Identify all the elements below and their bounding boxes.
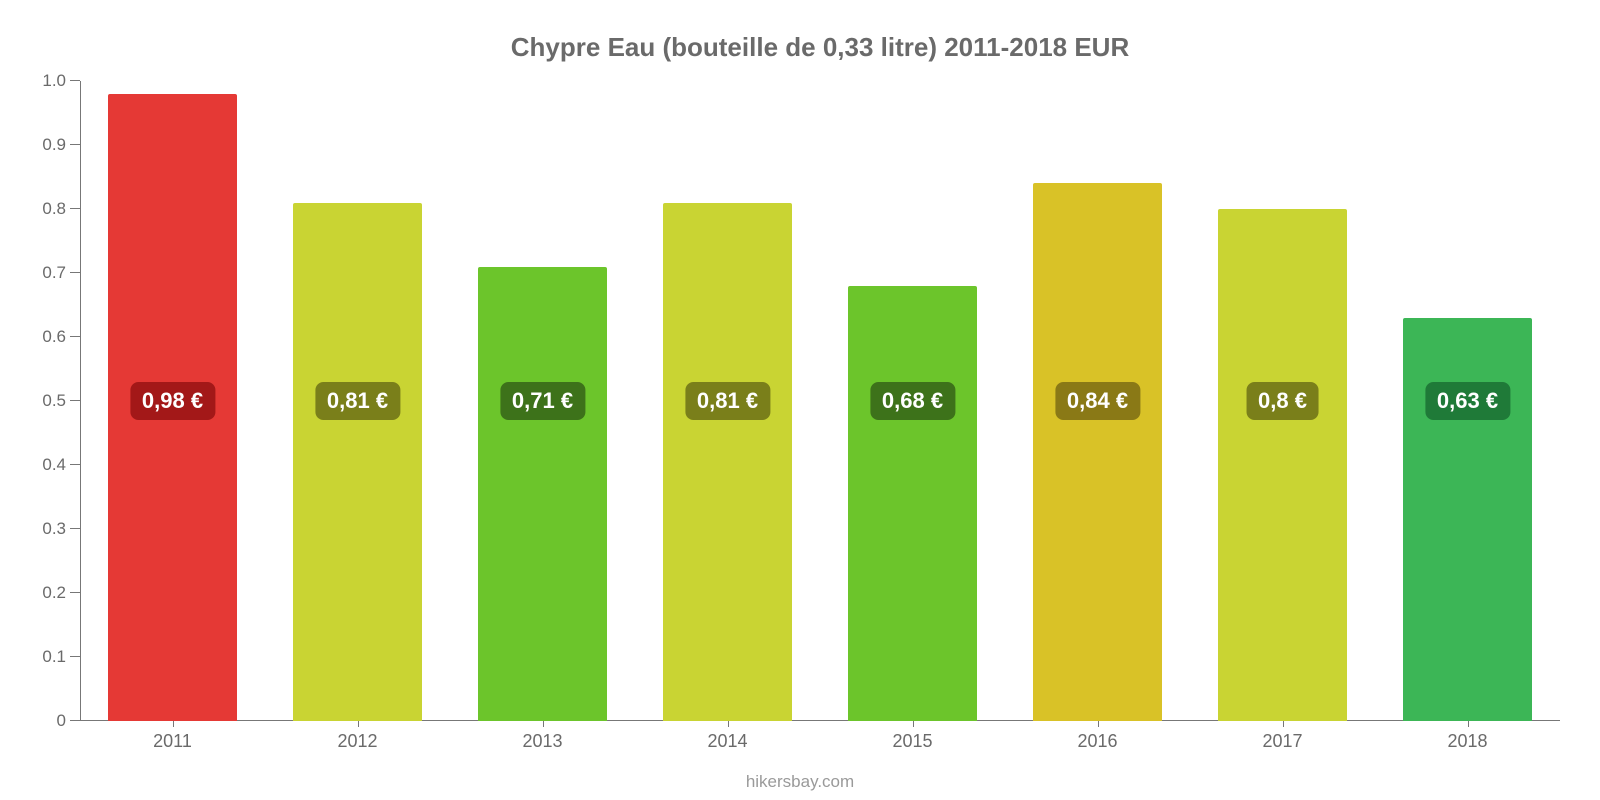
y-tick <box>70 720 80 721</box>
y-tick-label: 0 <box>57 711 66 731</box>
x-tick-label: 2014 <box>707 731 747 752</box>
bar-value-label: 0,68 € <box>870 382 955 420</box>
y-tick-label: 0.3 <box>42 519 66 539</box>
bar-value-label: 0,8 € <box>1246 382 1319 420</box>
chart-source: hikersbay.com <box>0 772 1600 792</box>
y-tick <box>70 144 80 145</box>
bar-value-label: 0,81 € <box>315 382 400 420</box>
y-tick-label: 0.4 <box>42 455 66 475</box>
x-tick <box>1283 721 1284 727</box>
x-tick-label: 2011 <box>153 731 192 752</box>
y-tick <box>70 464 80 465</box>
bar-value-label: 0,81 € <box>685 382 770 420</box>
bar-slot: 0,68 €2015 <box>820 81 1005 721</box>
bar-slot: 0,84 €2016 <box>1005 81 1190 721</box>
bar <box>663 203 793 721</box>
y-tick-label: 0.7 <box>42 263 66 283</box>
y-tick-label: 0.2 <box>42 583 66 603</box>
bar-slot: 0,98 €2011 <box>80 81 265 721</box>
y-tick <box>70 336 80 337</box>
x-tick <box>1468 721 1469 727</box>
y-tick <box>70 656 80 657</box>
x-tick-label: 2015 <box>892 731 932 752</box>
x-tick-label: 2018 <box>1447 731 1487 752</box>
x-tick-label: 2017 <box>1262 731 1302 752</box>
y-tick-label: 0.6 <box>42 327 66 347</box>
x-tick <box>728 721 729 727</box>
y-tick <box>70 592 80 593</box>
y-tick-label: 0.5 <box>42 391 66 411</box>
y-tick <box>70 208 80 209</box>
chart-title: Chypre Eau (bouteille de 0,33 litre) 201… <box>80 32 1560 63</box>
bar <box>1403 318 1533 721</box>
x-tick <box>358 721 359 727</box>
y-tick-label: 0.1 <box>42 647 66 667</box>
bar-value-label: 0,71 € <box>500 382 585 420</box>
x-tick <box>173 721 174 727</box>
bar-value-label: 0,84 € <box>1055 382 1140 420</box>
y-tick <box>70 80 80 81</box>
x-tick-label: 2016 <box>1077 731 1117 752</box>
bar <box>293 203 423 721</box>
bar <box>1033 183 1163 721</box>
bar-slot: 0,8 €2017 <box>1190 81 1375 721</box>
y-tick <box>70 400 80 401</box>
y-tick-label: 0.9 <box>42 135 66 155</box>
x-tick-label: 2013 <box>522 731 562 752</box>
bar-value-label: 0,63 € <box>1425 382 1510 420</box>
plot-area: 00.10.20.30.40.50.60.70.80.91.0 0,98 €20… <box>80 81 1560 721</box>
bar-value-label: 0,98 € <box>130 382 215 420</box>
bar-slot: 0,81 €2014 <box>635 81 820 721</box>
bar-slot: 0,81 €2012 <box>265 81 450 721</box>
x-tick <box>1098 721 1099 727</box>
bar-slot: 0,71 €2013 <box>450 81 635 721</box>
y-tick-label: 0.8 <box>42 199 66 219</box>
bar <box>478 267 608 721</box>
y-tick-label: 1.0 <box>42 71 66 91</box>
x-tick <box>543 721 544 727</box>
x-tick <box>913 721 914 727</box>
y-tick <box>70 272 80 273</box>
bar <box>1218 209 1348 721</box>
bars-group: 0,98 €20110,81 €20120,71 €20130,81 €2014… <box>80 81 1560 721</box>
bar <box>848 286 978 721</box>
chart-container: Chypre Eau (bouteille de 0,33 litre) 201… <box>0 0 1600 800</box>
bar-slot: 0,63 €2018 <box>1375 81 1560 721</box>
x-tick-label: 2012 <box>337 731 377 752</box>
y-tick <box>70 528 80 529</box>
